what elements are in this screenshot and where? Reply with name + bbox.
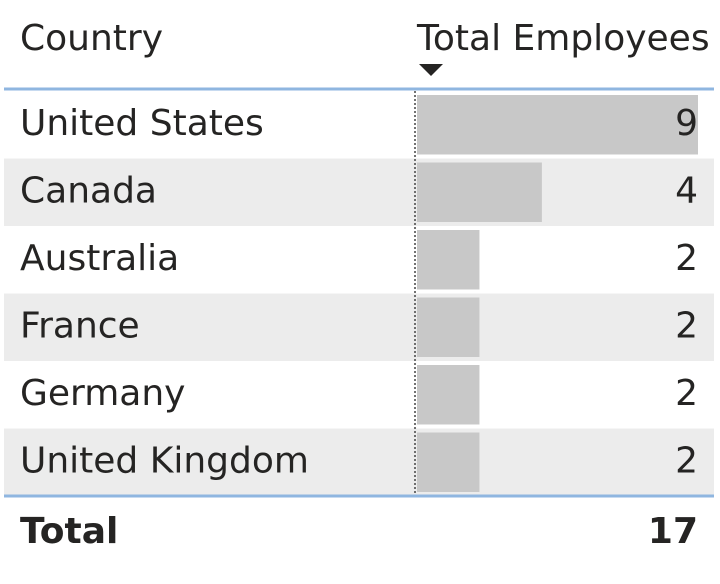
table-body: United States 9 Canada 4 Australia 2 France 2 Ge… xyxy=(4,91,714,496)
value-cell: 2 xyxy=(675,440,698,481)
row-background xyxy=(4,428,714,496)
data-bar xyxy=(417,297,480,357)
total-label: Total xyxy=(20,511,118,552)
country-cell: United Kingdom xyxy=(20,440,309,481)
value-cell: 2 xyxy=(675,238,698,279)
country-cell: Australia xyxy=(20,238,179,279)
value-cell: 2 xyxy=(675,373,698,414)
row-background xyxy=(4,158,714,226)
country-cell: United States xyxy=(20,103,264,144)
column-header[interactable]: Total Employees xyxy=(416,18,710,59)
row-background xyxy=(4,293,714,361)
column-header[interactable]: Country xyxy=(20,18,163,59)
country-cell: Germany xyxy=(20,373,185,414)
value-cell: 9 xyxy=(675,103,698,144)
data-bar xyxy=(417,432,480,492)
data-bar xyxy=(417,365,480,425)
value-cell: 2 xyxy=(675,305,698,346)
total-value: 17 xyxy=(648,511,698,552)
country-cell: Canada xyxy=(20,170,157,211)
value-cell: 4 xyxy=(675,170,698,211)
sort-arrow[interactable] xyxy=(419,64,443,76)
data-bar xyxy=(417,162,542,222)
data-bar xyxy=(417,95,698,155)
data-bar xyxy=(417,230,480,290)
country-cell: France xyxy=(20,305,140,346)
